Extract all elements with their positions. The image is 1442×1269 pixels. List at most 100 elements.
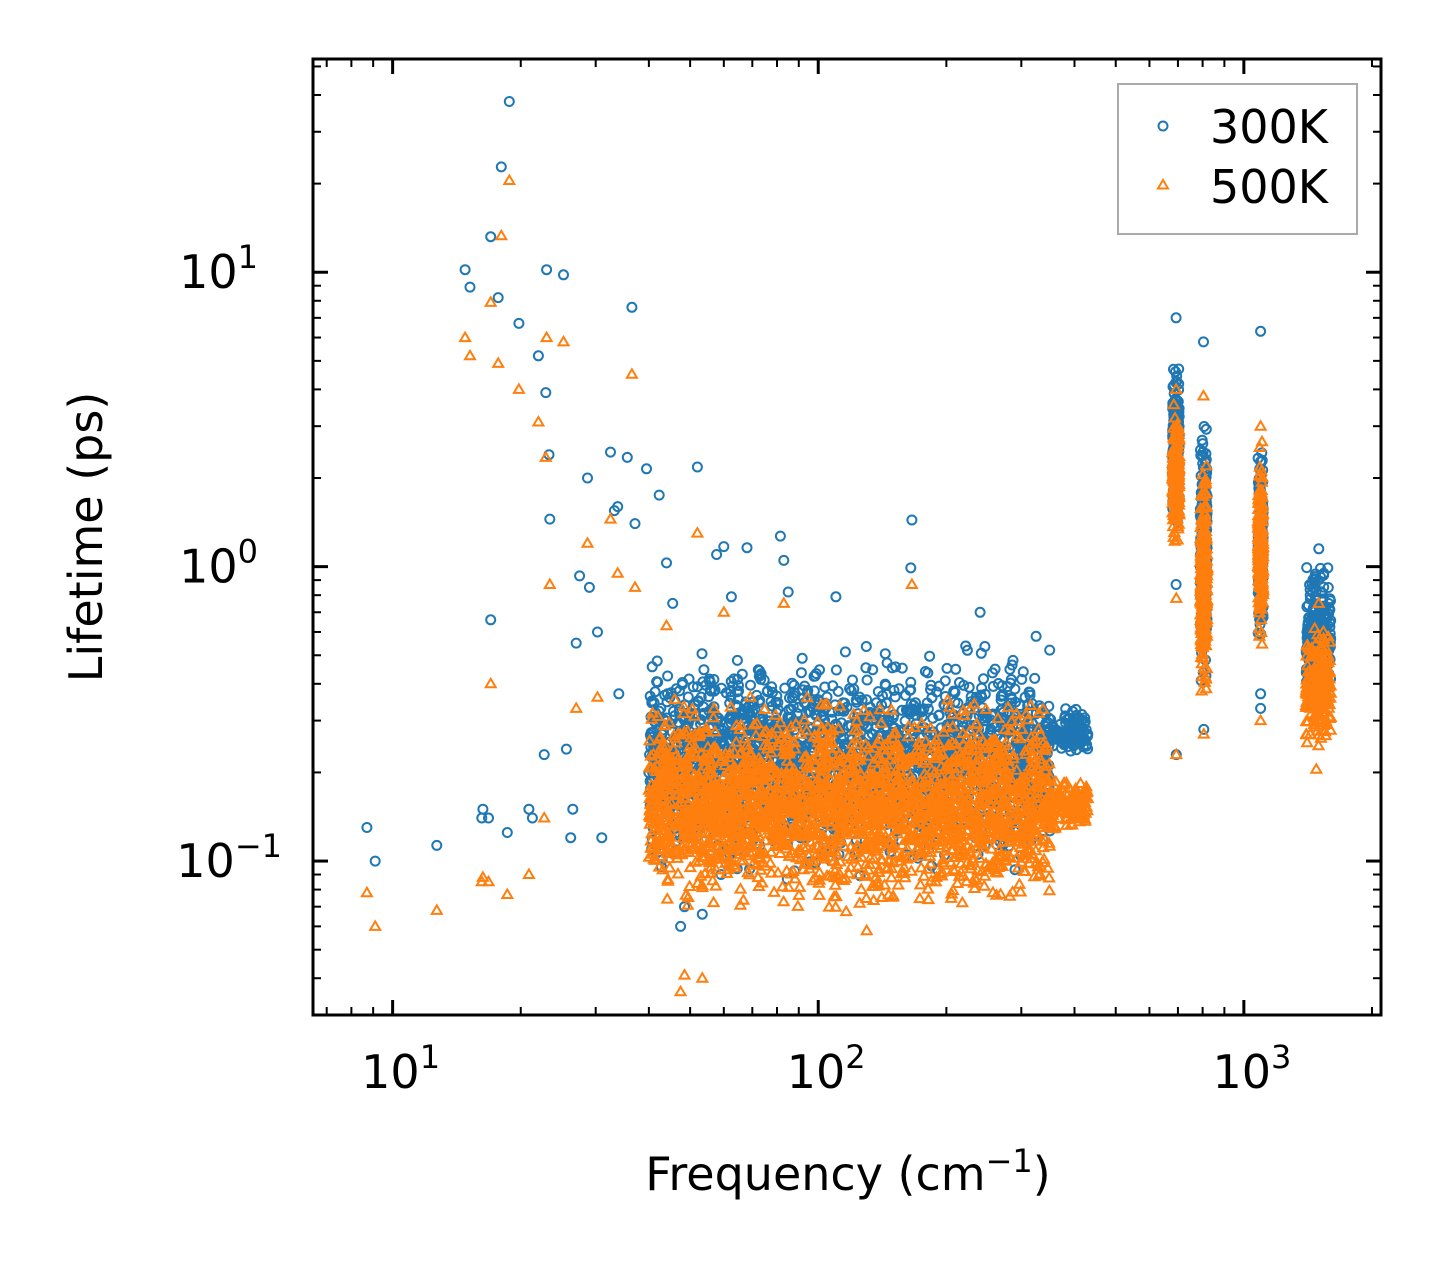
point-500k [913,877,928,890]
point-300k [741,542,753,554]
point-500k [878,810,892,822]
point-500k [936,852,950,865]
point-500k [766,776,781,788]
point-300k [948,685,960,697]
point-500k [684,780,699,793]
point-500k [773,715,788,728]
point-500k [884,870,899,883]
point-500k [686,798,700,810]
point-500k [984,842,999,854]
point-300k [727,729,739,741]
point-300k [1170,579,1182,590]
point-300k [1009,864,1021,876]
point-500k [764,866,779,878]
point-500k [891,878,906,890]
point-300k [1051,726,1063,737]
point-500k [666,802,681,815]
point-300k [1063,734,1075,745]
point-500k [736,836,750,848]
point-500k [911,735,926,747]
point-300k [830,664,842,676]
point-500k [709,862,723,875]
point-300k [814,664,825,676]
point-500k [761,753,776,765]
point-500k [1021,712,1035,725]
point-500k [977,879,992,891]
point-500k [1009,706,1024,719]
point-500k [828,900,843,912]
point-300k [647,726,659,738]
point-500k [993,858,1007,871]
point-500k [661,814,675,826]
point-500k [765,793,780,806]
point-300k [979,710,991,722]
point-500k [933,815,948,827]
point-500k [778,822,792,835]
point-500k [1001,827,1015,839]
point-500k [885,847,899,859]
point-500k [792,888,806,900]
point-500k [849,714,864,726]
point-500k [750,716,764,729]
point-300k [540,387,552,399]
point-300k [963,681,975,693]
point-300k [523,803,535,815]
point-500k [743,745,758,758]
point-500k [800,840,814,852]
point-300k [1198,723,1210,735]
point-500k [680,811,694,823]
point-500k [817,764,831,776]
point-500k [963,701,978,714]
point-300k [793,701,805,713]
point-500k [914,860,928,873]
point-300k [808,670,820,682]
point-300k [477,803,489,815]
point-300k [919,666,931,677]
point-300k [459,264,471,276]
point-300k [725,591,737,603]
point-500k [913,849,928,861]
point-500k [812,741,826,753]
point-300k [605,446,616,458]
point-300k [899,715,911,727]
point-500k [961,743,976,756]
point-300k [621,451,633,463]
point-500k [752,802,767,814]
point-300k [696,648,708,660]
point-300k [1173,363,1185,375]
point-500k [945,755,960,767]
point-500k [914,844,928,857]
point-300k [675,920,687,932]
point-500k [901,729,915,742]
point-300k [570,637,582,649]
point-500k [794,727,808,739]
point-500k [967,697,981,709]
point-500k [859,891,874,903]
point-300k [592,626,603,638]
point-500k [1013,731,1027,744]
point-500k [913,891,927,904]
point-500k [851,723,865,735]
point-300k [1067,721,1079,733]
point-300k [787,700,799,712]
point-300k [908,699,920,711]
point-500k [846,707,861,719]
point-500k [676,706,691,719]
point-500k [1003,806,1017,818]
point-500k [872,752,886,764]
point-300k [560,743,572,755]
point-500k [1013,885,1028,897]
point-300k [720,729,731,741]
point-300k [819,681,831,693]
point-300k [826,713,838,725]
point-300k [626,301,638,313]
point-300k [879,678,891,690]
point-500k [692,833,707,845]
point-500k [936,725,951,737]
point-500k [999,854,1013,866]
point-500k [727,745,742,757]
point-300k [960,640,972,652]
point-300k [679,901,690,913]
point-500k [948,737,963,749]
point-500k [720,866,734,878]
